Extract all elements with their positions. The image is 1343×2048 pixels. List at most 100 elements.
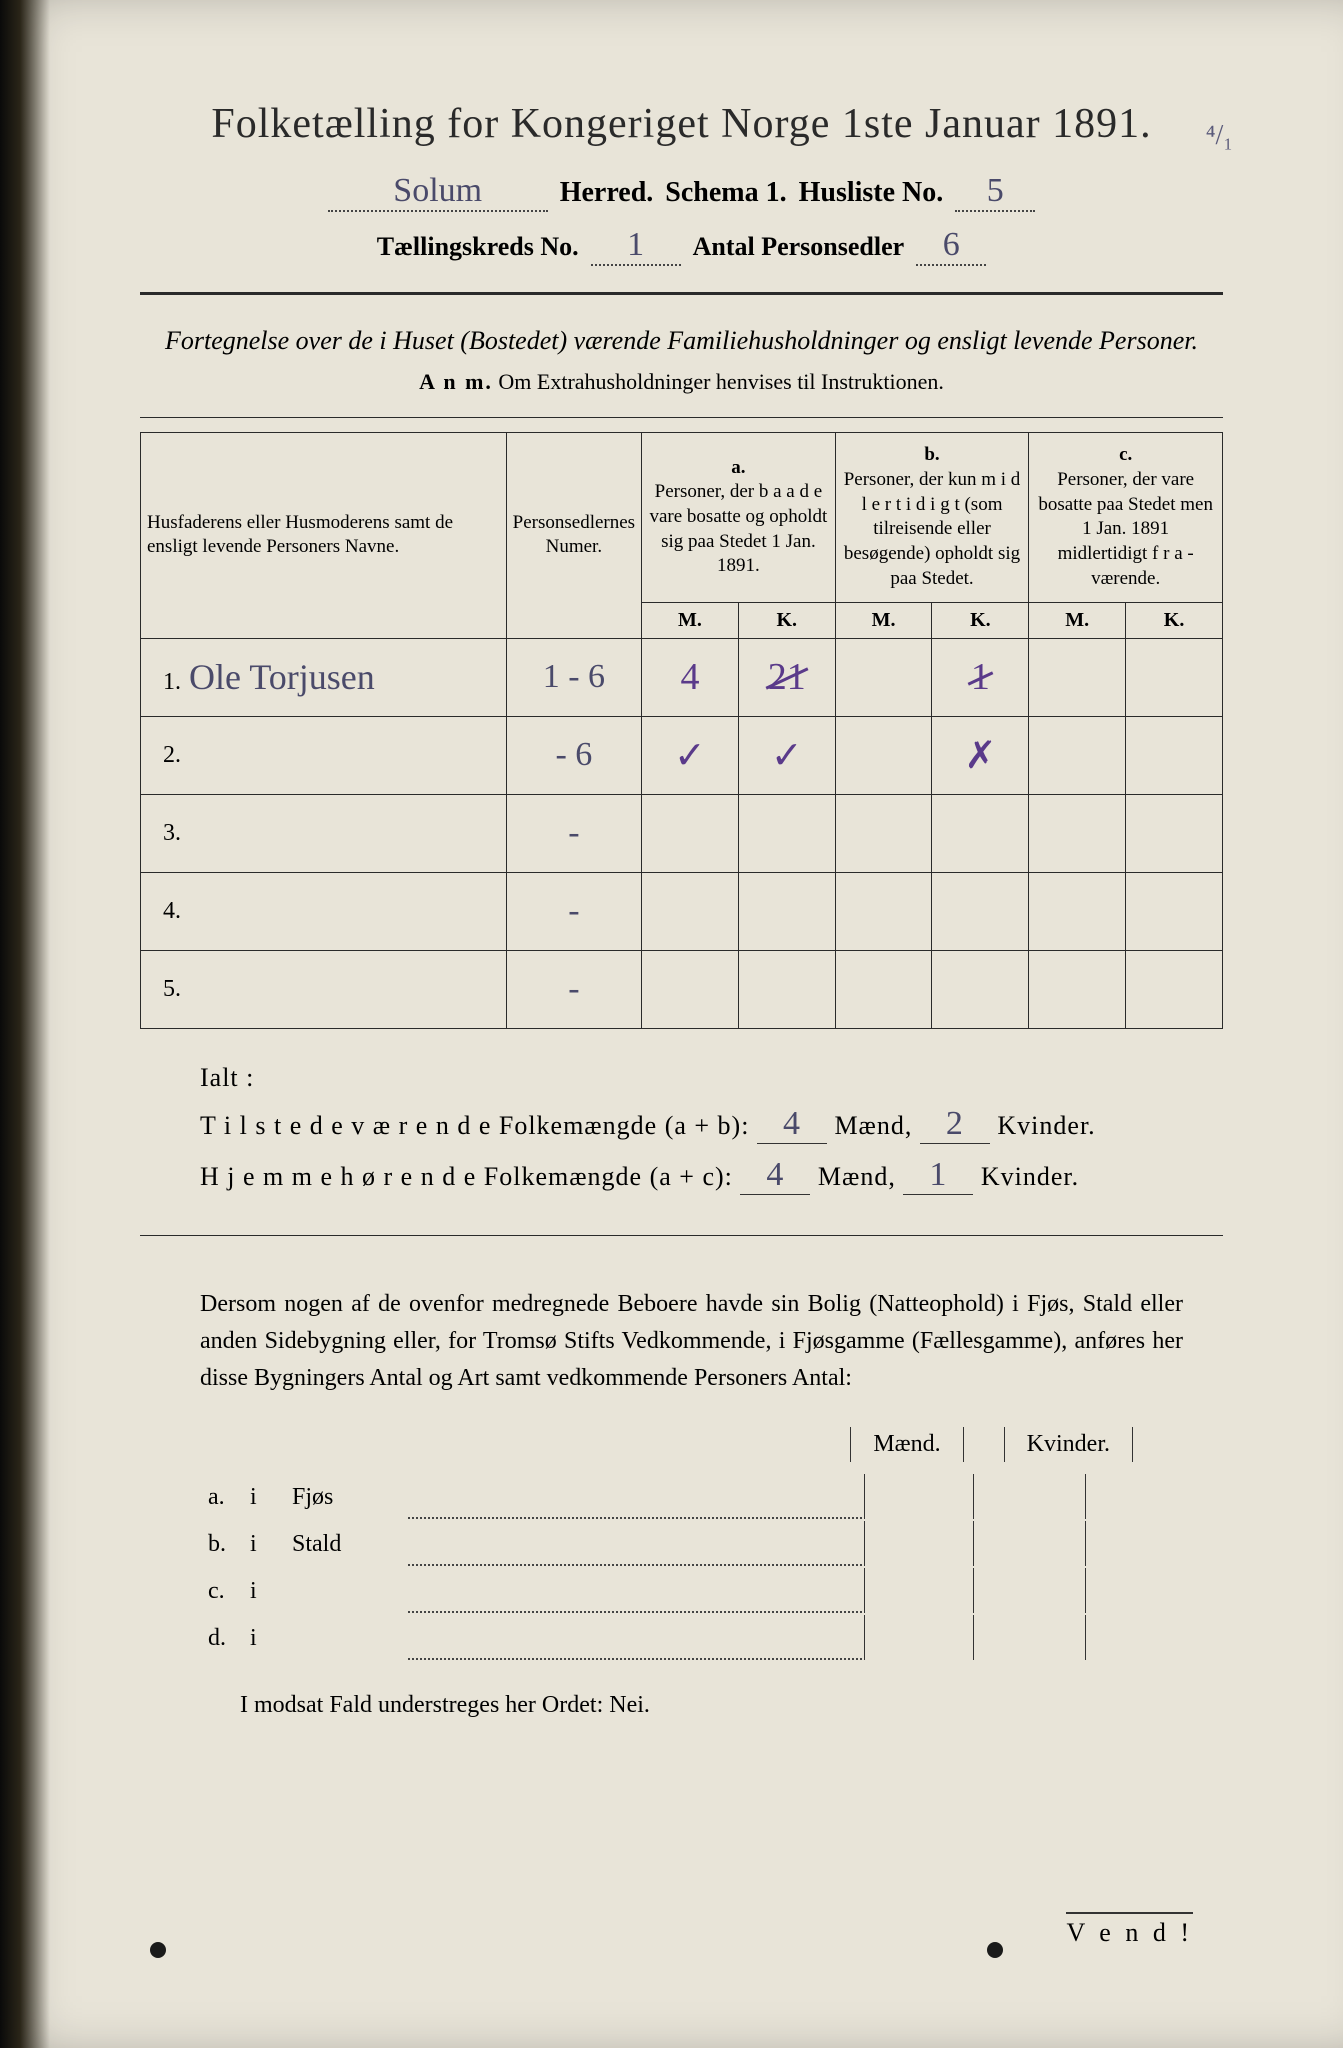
table-cell xyxy=(835,716,932,794)
maend-label: Mænd, xyxy=(834,1111,912,1140)
table-cell: - 6 xyxy=(506,716,641,794)
corner-annotation: ⁴/₁ xyxy=(1206,120,1233,152)
table-cell xyxy=(642,950,739,1028)
totals-block: Ialt : T i l s t e d e v æ r e n d e Fol… xyxy=(200,1063,1223,1195)
ialt-1-m: 4 xyxy=(757,1105,827,1144)
out-row: d. i xyxy=(202,1615,1086,1660)
anm-label: A n m. xyxy=(419,369,493,394)
ialt-line-1: T i l s t e d e v æ r e n d e Folkemængd… xyxy=(200,1105,1223,1144)
table-cell xyxy=(1126,872,1223,950)
kreds-label: Tællingskreds No. xyxy=(377,232,579,262)
table-cell xyxy=(1126,716,1223,794)
binding-hole xyxy=(987,1942,1003,1958)
husliste-value: 5 xyxy=(955,172,1035,212)
table-cell xyxy=(738,950,835,1028)
out-row: a. i Fjøs xyxy=(202,1474,1086,1519)
col-a-label: a. xyxy=(731,457,745,478)
table-cell: - xyxy=(506,872,641,950)
out-maend: Mænd. xyxy=(850,1427,963,1462)
table-cell: 1. Ole Torjusen xyxy=(141,638,507,716)
col-names: Husfaderens eller Husmoderens samt de en… xyxy=(141,433,507,638)
divider-thin xyxy=(140,417,1223,418)
col-c-label: c. xyxy=(1119,444,1132,465)
col-b-text: Personer, der kun m i d l e r t i d i g … xyxy=(844,469,1021,589)
header-line-2: Tællingskreds No. 1 Antal Personsedler 6 xyxy=(140,226,1223,266)
outbuilding-table: a. i Fjøs b. i Stald c. i d. i xyxy=(200,1472,1088,1662)
table-cell xyxy=(738,872,835,950)
census-form-page: ⁴/₁ Folketælling for Kongeriget Norge 1s… xyxy=(0,0,1343,2048)
herred-label: Herred. xyxy=(560,177,654,209)
subtitle: Fortegnelse over de i Huset (Bostedet) v… xyxy=(140,323,1223,359)
table-cell xyxy=(835,638,932,716)
col-a-text: Personer, der b a a d e vare bosatte og … xyxy=(649,481,827,576)
nei-line: I modsat Fald understreges her Ordet: Ne… xyxy=(240,1692,1223,1719)
ialt-line-2: H j e m m e h ø r e n d e Folkemængde (a… xyxy=(200,1156,1223,1195)
table-row: 5. - xyxy=(141,950,1223,1028)
col-a: a. Personer, der b a a d e vare bosatte … xyxy=(642,433,836,602)
divider-2 xyxy=(140,1235,1223,1236)
table-row: 4. - xyxy=(141,872,1223,950)
herred-value: Solum xyxy=(328,172,548,212)
table-cell xyxy=(835,950,932,1028)
schema-label: Schema 1. xyxy=(665,177,786,209)
table-cell: ✓ xyxy=(642,716,739,794)
table-cell xyxy=(1029,872,1126,950)
table-cell: - xyxy=(506,794,641,872)
table-row: 1. Ole Torjusen1 - 6421 1 xyxy=(141,638,1223,716)
table-cell xyxy=(932,950,1029,1028)
table-cell: ✓ xyxy=(738,716,835,794)
table-cell xyxy=(1126,638,1223,716)
outbuilding-paragraph: Dersom nogen af de ovenfor medregnede Be… xyxy=(200,1286,1183,1398)
table-cell: 4 xyxy=(642,638,739,716)
col-b-k: K. xyxy=(932,602,1029,638)
husliste-label: Husliste No. xyxy=(799,177,944,209)
table-cell xyxy=(1029,638,1126,716)
ialt-1-text: T i l s t e d e v æ r e n d e Folkemængd… xyxy=(200,1111,749,1140)
kvinder-label: Kvinder. xyxy=(997,1111,1095,1140)
table-cell xyxy=(642,872,739,950)
col-c-m: M. xyxy=(1029,602,1126,638)
table-row: 3. - xyxy=(141,794,1223,872)
divider xyxy=(140,292,1223,295)
table-cell xyxy=(642,794,739,872)
table-cell: 21 xyxy=(738,638,835,716)
kreds-value: 1 xyxy=(591,226,681,266)
binding-hole xyxy=(150,1942,166,1958)
kvinder-label-2: Kvinder. xyxy=(981,1162,1079,1191)
ialt-2-m: 4 xyxy=(740,1156,810,1195)
col-b-label: b. xyxy=(924,444,939,465)
col-b: b. Personer, der kun m i d l e r t i d i… xyxy=(835,433,1029,602)
table-cell xyxy=(1029,794,1126,872)
ialt-2-text: H j e m m e h ø r e n d e Folkemængde (a… xyxy=(200,1162,733,1191)
maend-label-2: Mænd, xyxy=(818,1162,896,1191)
table-cell: 4. xyxy=(141,872,507,950)
ialt-label: Ialt : xyxy=(200,1063,1223,1093)
table-cell xyxy=(1029,716,1126,794)
table-cell xyxy=(1126,794,1223,872)
antal-value: 6 xyxy=(916,226,986,266)
vend-label: V e n d ! xyxy=(1066,1912,1193,1948)
col-nums: Personsedlernes Numer. xyxy=(506,433,641,638)
table-cell xyxy=(738,794,835,872)
table-cell xyxy=(932,794,1029,872)
out-head: Mænd. Kvinder. xyxy=(140,1427,1133,1462)
table-cell xyxy=(835,872,932,950)
col-a-k: K. xyxy=(738,602,835,638)
table-cell xyxy=(835,794,932,872)
table-cell: ✗ xyxy=(932,716,1029,794)
table-cell xyxy=(1029,950,1126,1028)
ialt-2-k: 1 xyxy=(903,1156,973,1195)
col-c: c. Personer, der vare bosatte paa Stedet… xyxy=(1029,433,1223,602)
table-cell: 1 - 6 xyxy=(506,638,641,716)
anm-text: Om Extrahusholdninger henvises til Instr… xyxy=(498,369,943,394)
table-cell: - xyxy=(506,950,641,1028)
census-table: Husfaderens eller Husmoderens samt de en… xyxy=(140,432,1223,1028)
col-b-m: M. xyxy=(835,602,932,638)
table-cell: 1 xyxy=(932,638,1029,716)
ialt-1-k: 2 xyxy=(920,1105,990,1144)
header-line-1: Solum Herred. Schema 1. Husliste No. 5 xyxy=(140,172,1223,212)
col-c-text: Personer, der vare bosatte paa Stedet me… xyxy=(1038,469,1213,589)
table-cell: 2. xyxy=(141,716,507,794)
table-cell xyxy=(1126,950,1223,1028)
antal-label: Antal Personsedler xyxy=(693,232,905,262)
